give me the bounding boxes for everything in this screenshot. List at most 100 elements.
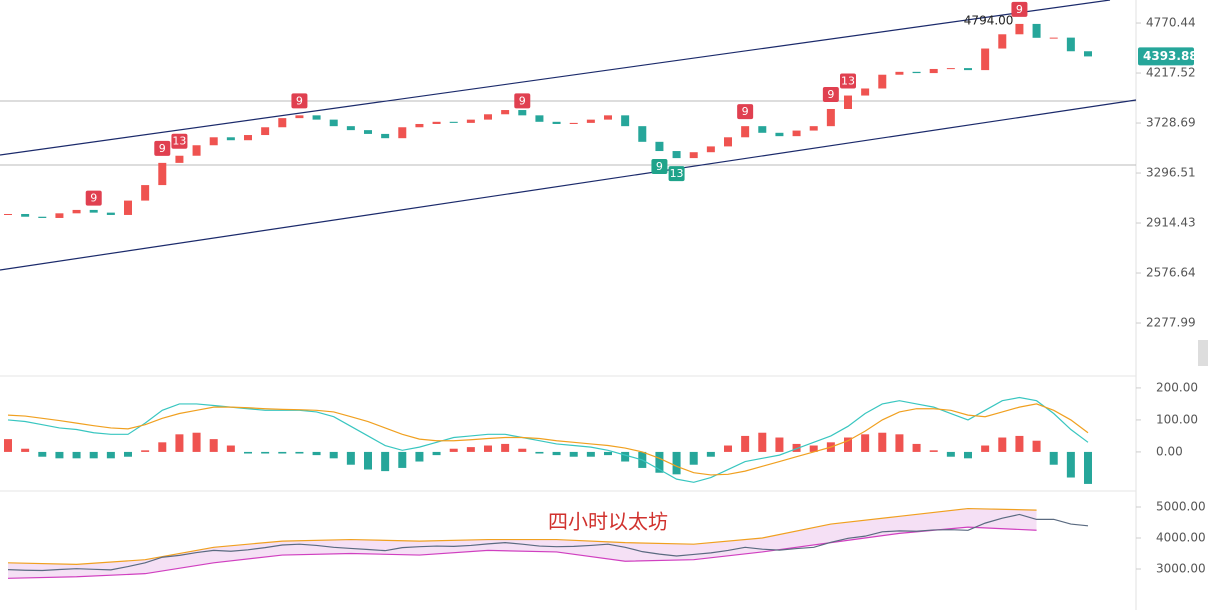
macd-bar bbox=[844, 437, 852, 452]
price-line bbox=[7, 513, 1089, 572]
candle-body bbox=[501, 110, 510, 115]
candle-body bbox=[244, 135, 252, 141]
candle-body bbox=[38, 216, 47, 218]
macd-bar bbox=[346, 451, 355, 465]
candle-body bbox=[929, 68, 938, 74]
td-label: 9 bbox=[742, 105, 749, 118]
candle-body bbox=[878, 74, 887, 89]
candle-body bbox=[158, 162, 167, 186]
macd-bar bbox=[1049, 451, 1058, 465]
last-price-label: 4393.88 bbox=[1143, 49, 1198, 63]
macd-bar bbox=[398, 451, 407, 468]
candle-body bbox=[312, 115, 321, 120]
candle-body bbox=[844, 95, 852, 109]
macd-bar bbox=[1032, 440, 1041, 452]
candle-body bbox=[826, 108, 835, 127]
y-tick-label: 100.00 bbox=[1156, 412, 1198, 426]
candle-body bbox=[638, 126, 647, 142]
td-label: 13 bbox=[670, 167, 684, 180]
y-tick-label: 3296.51 bbox=[1146, 166, 1196, 180]
y-tick-label: 4770.44 bbox=[1146, 16, 1196, 30]
candle-body bbox=[1049, 37, 1058, 39]
y-tick-label: 4000.00 bbox=[1156, 531, 1206, 545]
td-badge bbox=[840, 73, 856, 89]
candle-body bbox=[655, 141, 664, 152]
macd-bar bbox=[72, 451, 81, 459]
candle-body bbox=[261, 127, 270, 136]
macd-bar bbox=[124, 451, 132, 457]
candle-body bbox=[775, 132, 784, 137]
td-label: 9 bbox=[90, 192, 97, 205]
candle-body bbox=[346, 126, 355, 131]
candle-body bbox=[1015, 23, 1024, 35]
candle-body bbox=[621, 115, 630, 127]
td-label: 9 bbox=[1016, 3, 1023, 16]
candle-body bbox=[672, 151, 681, 159]
td-badge bbox=[85, 190, 102, 206]
y-tick-label: 0.00 bbox=[1156, 444, 1183, 458]
macd-line bbox=[7, 403, 1089, 476]
macd-bar bbox=[89, 451, 98, 459]
y-tick-label: 3728.69 bbox=[1146, 116, 1196, 130]
macd-bar bbox=[741, 435, 750, 452]
candle-body bbox=[895, 71, 904, 75]
macd-bar bbox=[466, 447, 475, 452]
macd-line bbox=[7, 396, 1089, 483]
candle-body bbox=[964, 68, 972, 71]
candle-body bbox=[226, 137, 235, 141]
candle-body bbox=[466, 119, 475, 123]
candle-body bbox=[569, 122, 578, 124]
td-badge bbox=[1011, 1, 1028, 17]
y-tick-label: 200.00 bbox=[1156, 380, 1198, 394]
y-tick-label: 3000.00 bbox=[1156, 562, 1206, 576]
candle-body bbox=[998, 34, 1007, 49]
td-badge bbox=[651, 159, 668, 175]
macd-bar bbox=[501, 443, 510, 452]
macd-bar bbox=[38, 451, 47, 457]
macd-bar bbox=[706, 451, 715, 457]
macd-bar bbox=[381, 451, 390, 472]
macd-bar bbox=[775, 437, 784, 452]
candle-body bbox=[329, 119, 338, 127]
candle-body bbox=[792, 130, 801, 137]
td-badge bbox=[514, 93, 531, 109]
macd-bar bbox=[689, 451, 698, 465]
macd-bar bbox=[55, 451, 64, 459]
candle-body bbox=[415, 123, 424, 128]
y-tick-label: 2277.99 bbox=[1146, 316, 1196, 330]
macd-bar bbox=[158, 442, 167, 452]
candle-body bbox=[809, 126, 818, 131]
td-badge bbox=[291, 93, 308, 109]
macd-bar bbox=[106, 451, 115, 459]
last-price-box bbox=[1138, 47, 1194, 66]
macd-bar bbox=[946, 451, 955, 457]
candle-body bbox=[141, 185, 150, 201]
macd-bar bbox=[261, 451, 270, 454]
macd-bar bbox=[792, 443, 801, 452]
channel-line bbox=[0, 99, 1137, 271]
macd-bar bbox=[878, 432, 887, 452]
macd-bar bbox=[981, 445, 990, 452]
candle-body bbox=[124, 200, 132, 215]
upper-band bbox=[7, 507, 1037, 565]
candle-body bbox=[741, 126, 750, 138]
candle-body bbox=[552, 121, 561, 124]
candle-body bbox=[432, 121, 441, 124]
candle-body bbox=[55, 213, 64, 218]
macd-bar bbox=[484, 445, 492, 452]
macd-bar bbox=[415, 451, 424, 462]
candle-body bbox=[364, 130, 372, 134]
side-handle[interactable] bbox=[1198, 340, 1208, 366]
candle-body bbox=[295, 115, 304, 119]
macd-bar bbox=[672, 451, 681, 475]
macd-bar bbox=[912, 443, 921, 452]
macd-bar bbox=[655, 451, 664, 473]
candle-body bbox=[946, 68, 955, 70]
macd-bar bbox=[1015, 435, 1024, 452]
candle-body bbox=[209, 137, 218, 146]
candle-body bbox=[278, 118, 287, 128]
candle-body bbox=[1032, 23, 1041, 38]
macd-bar bbox=[586, 451, 595, 457]
